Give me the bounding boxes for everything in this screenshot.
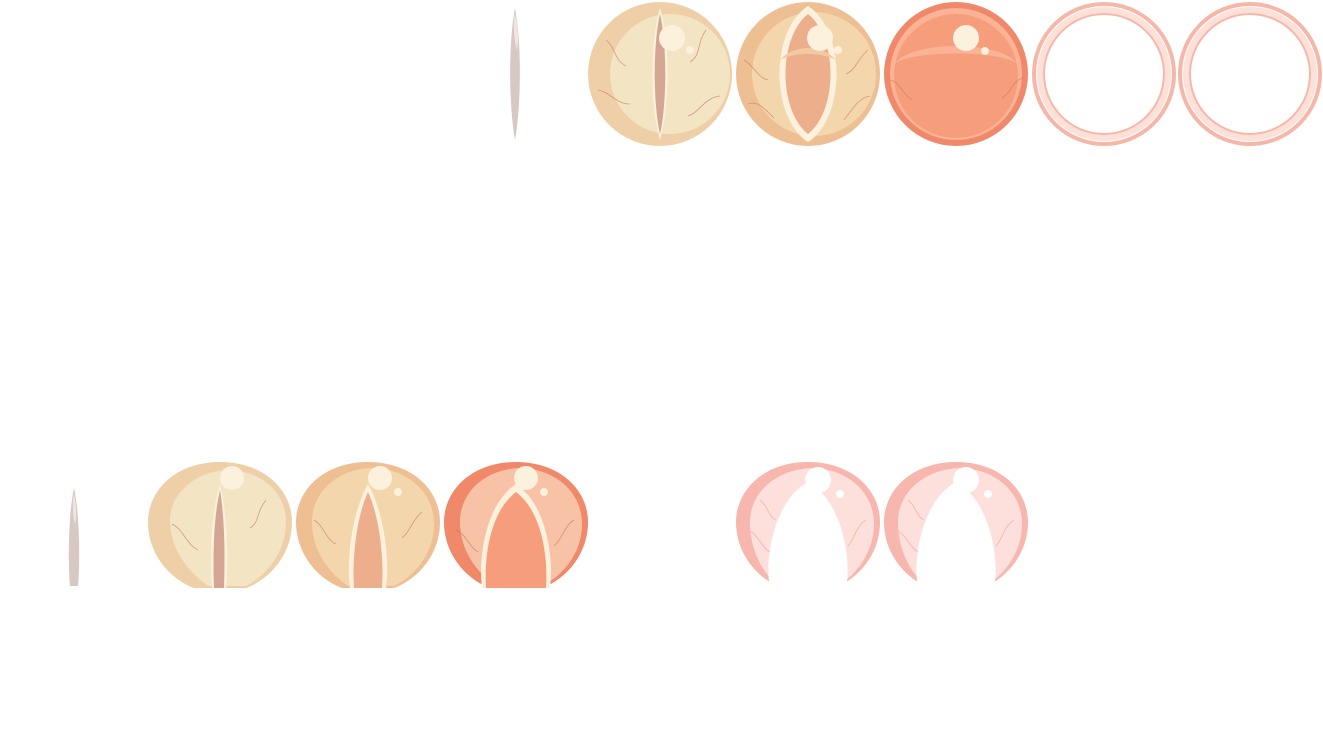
eye-peach-frame-icon	[734, 0, 882, 148]
petal-pink-frame-icon	[734, 460, 882, 588]
slit-frame-icon	[60, 486, 88, 588]
ring-frame-icon	[1030, 0, 1178, 148]
slit-frame-icon	[500, 6, 530, 142]
petal-pink-frame-icon	[882, 460, 1030, 588]
eye-cream-frame-icon	[586, 0, 734, 148]
petal-cream-frame-icon	[146, 460, 294, 588]
petal-orange-frame-icon	[442, 460, 590, 588]
ring-frame-icon	[1176, 0, 1323, 148]
eye-orange-frame-icon	[882, 0, 1030, 148]
petal-peach-frame-icon	[294, 460, 442, 588]
